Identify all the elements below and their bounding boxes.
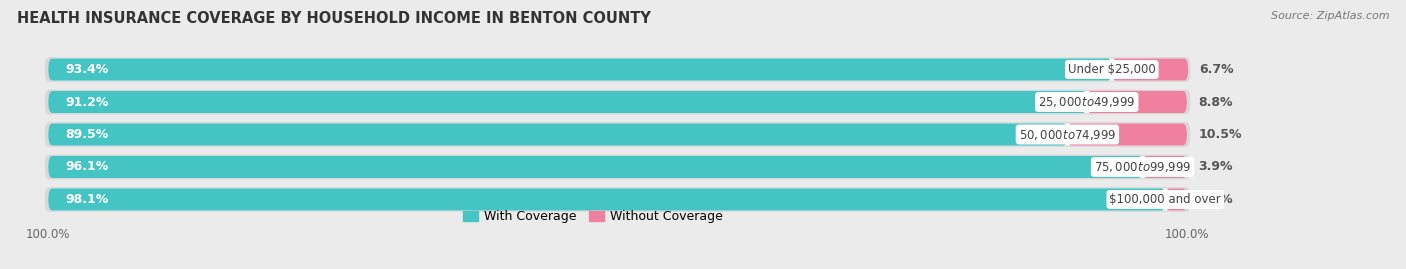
Legend: With Coverage, Without Coverage: With Coverage, Without Coverage (457, 205, 728, 228)
Text: 10.5%: 10.5% (1198, 128, 1241, 141)
FancyBboxPatch shape (48, 188, 1187, 211)
FancyBboxPatch shape (1166, 188, 1187, 211)
FancyBboxPatch shape (48, 188, 1166, 211)
FancyBboxPatch shape (45, 155, 1191, 179)
FancyBboxPatch shape (45, 122, 1191, 147)
Text: HEALTH INSURANCE COVERAGE BY HOUSEHOLD INCOME IN BENTON COUNTY: HEALTH INSURANCE COVERAGE BY HOUSEHOLD I… (17, 11, 651, 26)
Text: 93.4%: 93.4% (65, 63, 108, 76)
FancyBboxPatch shape (1067, 123, 1187, 146)
FancyBboxPatch shape (48, 156, 1187, 178)
Text: Source: ZipAtlas.com: Source: ZipAtlas.com (1271, 11, 1389, 21)
Text: 98.1%: 98.1% (65, 193, 108, 206)
Text: $25,000 to $49,999: $25,000 to $49,999 (1038, 95, 1136, 109)
FancyBboxPatch shape (48, 58, 1187, 81)
FancyBboxPatch shape (45, 187, 1191, 212)
Text: $100,000 and over: $100,000 and over (1109, 193, 1222, 206)
FancyBboxPatch shape (48, 91, 1087, 113)
FancyBboxPatch shape (48, 91, 1187, 113)
FancyBboxPatch shape (1143, 156, 1187, 178)
FancyBboxPatch shape (1112, 58, 1188, 81)
Text: $50,000 to $74,999: $50,000 to $74,999 (1019, 128, 1116, 141)
Text: Under $25,000: Under $25,000 (1069, 63, 1156, 76)
FancyBboxPatch shape (48, 156, 1143, 178)
FancyBboxPatch shape (45, 90, 1191, 114)
Text: 89.5%: 89.5% (65, 128, 108, 141)
Text: 8.8%: 8.8% (1198, 95, 1233, 108)
FancyBboxPatch shape (1087, 91, 1187, 113)
FancyBboxPatch shape (48, 123, 1067, 146)
FancyBboxPatch shape (48, 58, 1112, 81)
Text: 1.9%: 1.9% (1198, 193, 1233, 206)
Text: 6.7%: 6.7% (1199, 63, 1234, 76)
Text: 96.1%: 96.1% (65, 161, 108, 174)
Text: $75,000 to $99,999: $75,000 to $99,999 (1094, 160, 1191, 174)
FancyBboxPatch shape (48, 123, 1187, 146)
FancyBboxPatch shape (45, 57, 1191, 82)
Text: 3.9%: 3.9% (1198, 161, 1233, 174)
Text: 91.2%: 91.2% (65, 95, 108, 108)
